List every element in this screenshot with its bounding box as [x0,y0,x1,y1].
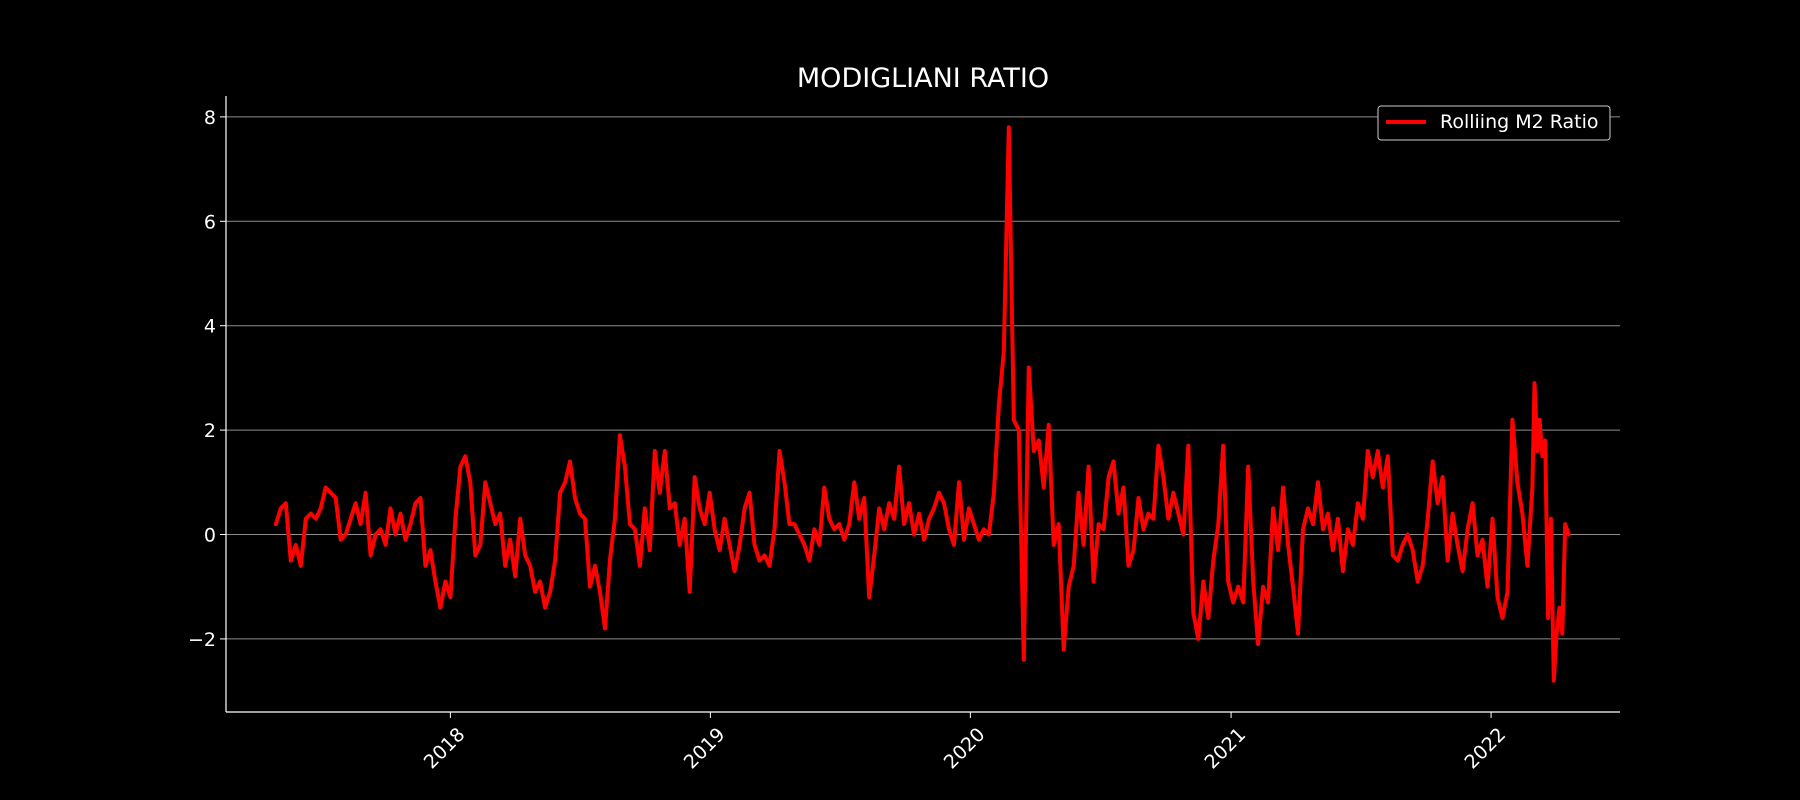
y-tick-label: 2 [204,420,216,442]
legend-label: Rolliing M2 Ratio [1440,111,1599,133]
y-tick-label: 4 [204,316,216,338]
series-lines [273,125,1571,683]
series-line [273,125,1571,683]
legend: Rolliing M2 Ratio [1377,105,1611,141]
y-tick-label: 0 [204,525,216,547]
y-tick-label: 6 [204,211,216,233]
y-tick-label: −2 [188,629,216,651]
legend-box [1377,105,1611,141]
chart-title: MODIGLIANI RATIO [797,63,1049,94]
y-tick-label: 8 [204,107,216,129]
